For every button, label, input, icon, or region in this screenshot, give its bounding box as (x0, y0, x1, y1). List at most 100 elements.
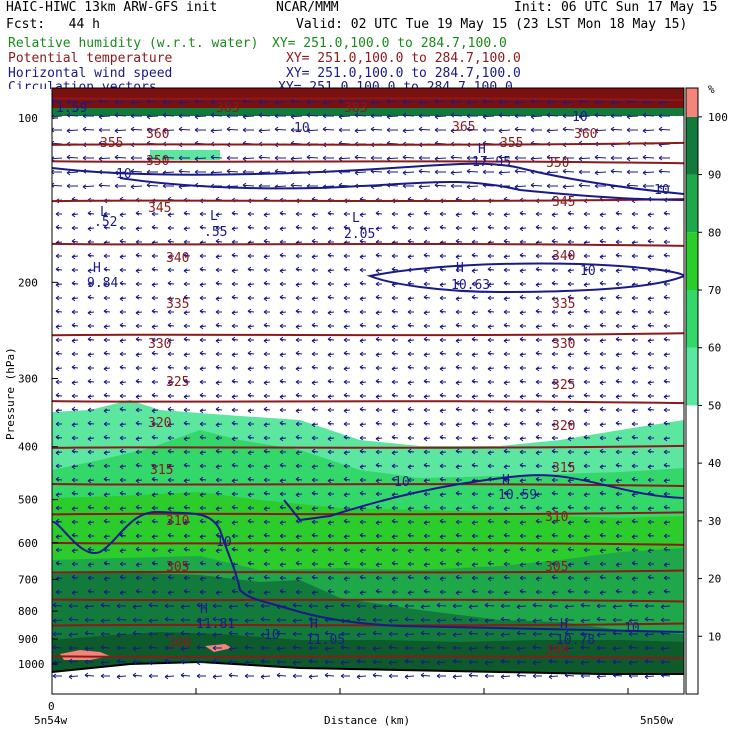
vector-arrow (71, 448, 79, 454)
vector-arrow (436, 618, 447, 624)
vector-arrow (503, 548, 511, 554)
vector-arrow (71, 309, 78, 315)
vector-arrow (135, 588, 143, 594)
vector-arrow (247, 476, 255, 482)
vector-arrow (532, 618, 543, 624)
vector-arrow (119, 561, 126, 567)
vector-arrow (599, 532, 607, 538)
vector-arrow (242, 127, 254, 133)
vector-arrow (375, 394, 383, 400)
low-marker: L (352, 211, 360, 226)
vector-arrow (231, 491, 238, 497)
vector-arrow (322, 126, 335, 132)
vector-arrow (180, 604, 191, 610)
vector-arrow (215, 519, 222, 525)
vector-arrow (311, 351, 318, 357)
vector-arrow (148, 618, 159, 624)
plot-frame (51, 87, 685, 695)
vector-arrow (455, 309, 462, 315)
vector-arrow (103, 253, 110, 259)
field-xy-wind: XY= 251.0,100.0 to 284.7,100.0 (286, 66, 521, 81)
vector-arrow (247, 308, 255, 314)
vector-arrow (471, 546, 479, 552)
vector-arrow (631, 295, 638, 301)
vector-arrow (260, 658, 271, 664)
vector-arrow (407, 435, 414, 441)
vector-arrow (215, 212, 223, 218)
vector-arrow (148, 631, 158, 637)
vector-arrow (226, 155, 238, 161)
vector-arrow (199, 518, 207, 524)
vector-arrow (71, 464, 79, 470)
vector-arrow (359, 351, 366, 357)
vector-arrow (551, 322, 559, 328)
vector-arrow (167, 464, 175, 470)
vector-arrow (594, 154, 607, 160)
vector-arrow (244, 602, 255, 608)
vector-arrow (100, 660, 111, 666)
vector-arrow (647, 322, 655, 328)
vector-arrow (231, 336, 239, 342)
vector-arrow (119, 590, 127, 596)
vector-arrow (274, 155, 286, 161)
vector-arrow (583, 434, 591, 440)
vector-arrow (439, 350, 447, 356)
vector-arrow (503, 364, 511, 370)
vector-arrow (423, 436, 431, 442)
vector-arrow (423, 294, 431, 300)
vector-arrow (295, 476, 303, 482)
vector-arrow (615, 394, 623, 400)
vector-arrow (290, 114, 303, 120)
vector-arrow (375, 281, 382, 287)
vector-arrow (98, 182, 111, 188)
vector-arrow (295, 463, 302, 469)
vector-arrow (471, 575, 478, 581)
vector-arrow (343, 282, 351, 288)
vector-arrow (423, 226, 431, 232)
vector-arrow (647, 506, 655, 512)
vector-arrow (503, 238, 511, 244)
vector-arrow (311, 477, 318, 483)
vector-arrow (55, 308, 63, 314)
vector-arrow (391, 560, 399, 566)
vector-arrow (631, 408, 639, 414)
vector-arrow (119, 393, 126, 399)
vector-arrow (372, 646, 383, 652)
vector-arrow (455, 267, 462, 273)
vector-arrow (311, 464, 319, 470)
vector-arrow (615, 365, 622, 371)
vector-arrow (615, 226, 623, 232)
vector-arrow (119, 490, 127, 496)
extrema: H 9.84 H 10.63 H 10.59 H 11.81 H 11.05 H… (56, 101, 595, 648)
y-tick-label: 600 (18, 537, 38, 550)
vector-arrow (532, 631, 542, 637)
vector-arrow (503, 309, 510, 315)
vector-arrow (263, 435, 270, 441)
vector-arrow (343, 576, 351, 582)
vector-arrow (247, 266, 255, 272)
vector-arrow (295, 266, 303, 272)
vector-arrow (68, 645, 78, 651)
vector-arrow (418, 155, 430, 161)
vector-arrow (55, 463, 62, 469)
vector-arrow (519, 546, 527, 552)
vector-arrow (295, 576, 303, 582)
vector-arrow (359, 364, 367, 370)
vector-arrow (567, 226, 575, 232)
vector-arrow (372, 659, 382, 665)
vector-arrow (615, 420, 623, 426)
vector-arrow (610, 168, 623, 174)
vector-arrow (183, 520, 191, 526)
vector-arrow (148, 660, 159, 666)
vector-arrow (183, 436, 191, 442)
vector-arrow (132, 672, 143, 678)
vector-arrow (519, 420, 527, 426)
vector-arrow (247, 505, 254, 511)
vector-arrow (327, 562, 335, 568)
vector-arrow (631, 308, 639, 314)
vector-arrow (103, 476, 111, 482)
vector-arrow (359, 435, 366, 441)
vector-arrow (228, 672, 239, 678)
vector-arrow (519, 478, 527, 484)
vector-arrow (567, 546, 575, 552)
